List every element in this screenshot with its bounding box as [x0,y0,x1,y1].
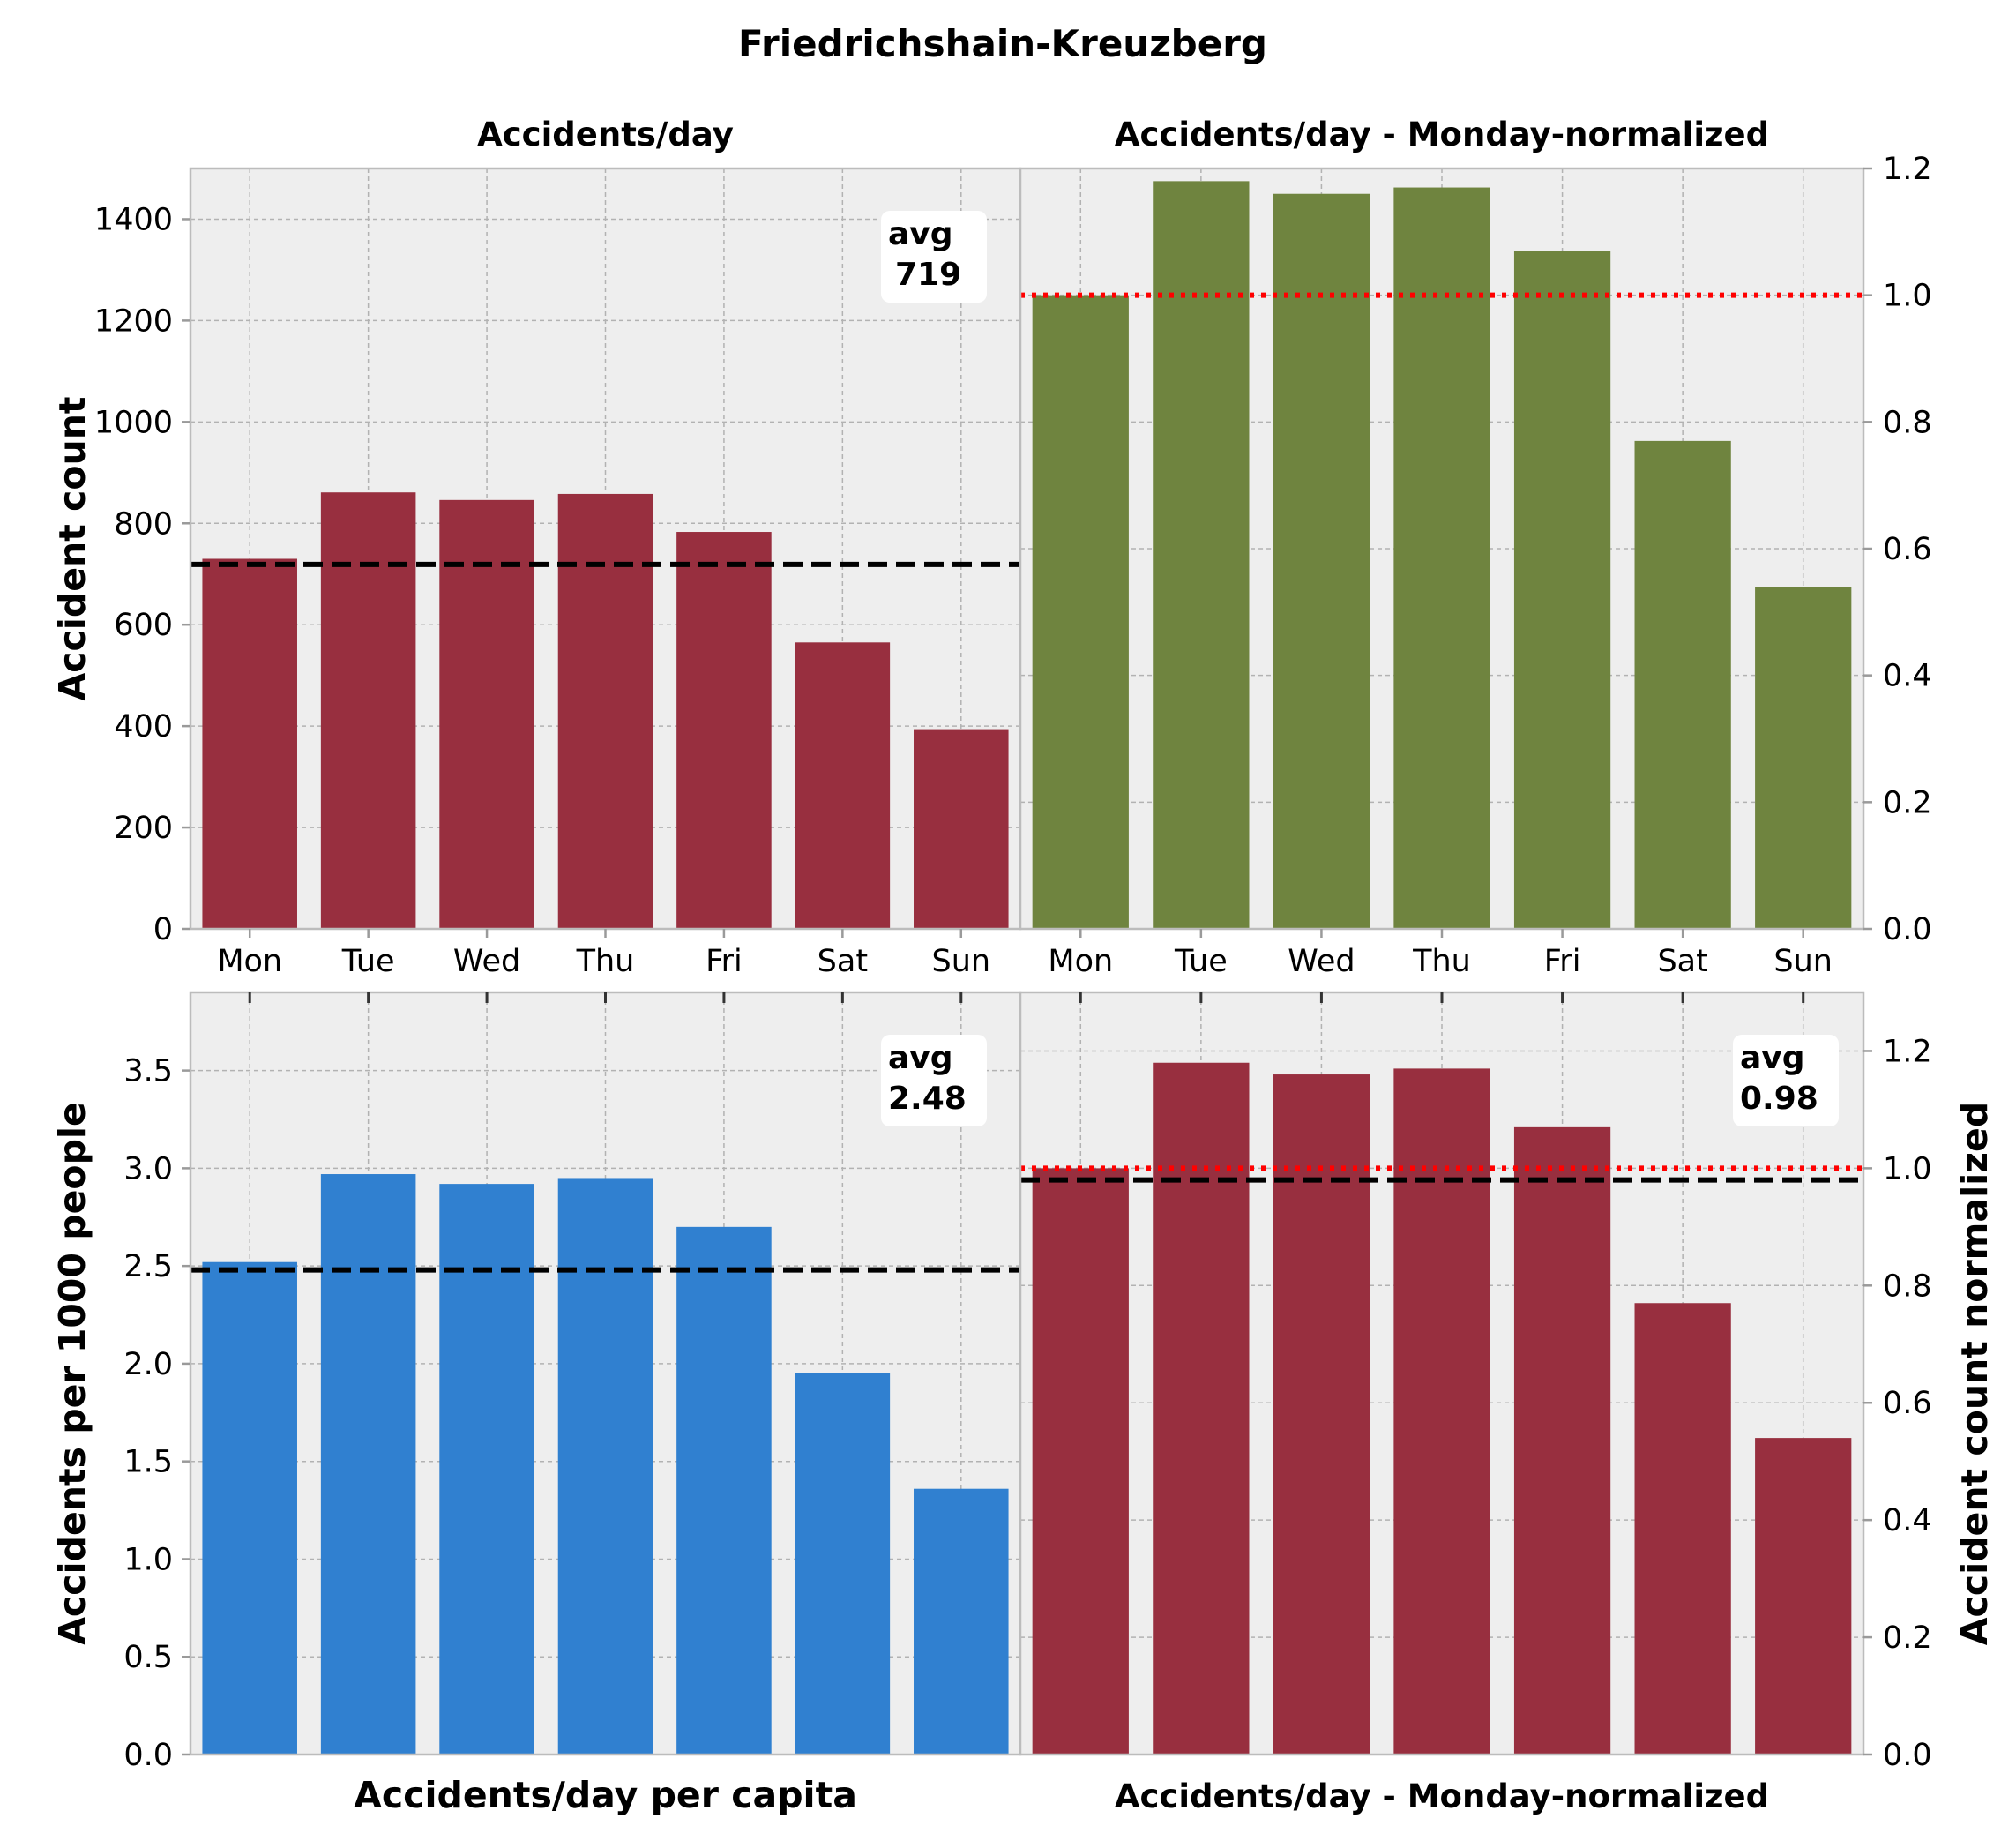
y-tick-label: 1.2 [1883,152,1932,187]
y-tick-label: 0.8 [1883,405,1932,440]
avg-box-label: avg [888,1040,953,1076]
bar-tue [1153,1062,1250,1755]
bar-tue [320,1174,416,1755]
y-tick-label: 0.6 [1883,532,1932,567]
bar-mon [1032,295,1129,930]
avg-box [881,211,987,303]
x-axis-label: Accidents/day per capita [354,1774,857,1816]
bar-sun [1755,1438,1852,1755]
bar-wed [1273,1074,1370,1755]
bar-sun [914,729,1009,929]
panel-tl: 0 200 400 600 800 1000 1200 1400 Mon Tue Wed Thu Fri… [51,116,1022,979]
panel-tr: 0.0 0.2 0.4 0.6 0.8 1.0 1.2 Mon Tue Wed Thu Fri Sat S… [1019,116,1932,979]
bar-mon [202,558,297,929]
bar-sun [1755,587,1852,929]
avg-box [1733,1035,1839,1126]
bar-fri [676,1226,772,1755]
bar-sat [1634,1303,1731,1755]
y-tick-label: 0.4 [1883,659,1932,694]
bar-thu [557,1178,653,1755]
y-tick-label: 0.2 [1883,1620,1932,1656]
y-tick-label: 0.0 [1883,912,1932,947]
x-tick-label: Tue [341,944,395,979]
bar-sat [795,1373,891,1755]
y-tick-label: 3.5 [123,1054,173,1089]
bar-mon [1032,1168,1129,1755]
y-tick-label: 1.0 [123,1542,173,1577]
x-tick-label: Wed [453,944,520,979]
x-tick-label: Thu [576,944,635,979]
x-tick-label: Tue [1174,944,1228,979]
bar-mon [202,1261,297,1755]
y-axis-label: Accidents per 1000 people [51,1102,93,1645]
y-tick-label: 0.0 [1883,1738,1932,1773]
bar-wed [439,499,534,929]
bar-tue [320,492,416,929]
bar-fri [676,532,772,929]
bar-thu [557,493,653,929]
x-tick-label: Thu [1412,944,1471,979]
panel-bl: 0.0 0.5 1.0 1.5 2.0 2.5 3.0 3.5 Accidents/day pe… [51,991,1022,1816]
y-tick-label: 0.8 [1883,1268,1932,1304]
y-tick-label: 800 [114,506,173,542]
y-tick-label: 1.2 [1883,1034,1932,1069]
y-axis-label: Accident count normalized [1953,1102,1996,1645]
y-tick-label: 2.0 [123,1347,173,1382]
y-tick-label: 1400 [94,202,173,237]
panel-title: Accidents/day - Monday-normalized [1115,116,1769,153]
avg-box-label: avg [1740,1040,1805,1076]
y-tick-label: 600 [114,608,173,643]
y-tick-label: 0.5 [123,1640,173,1675]
x-axis-label: Accidents/day - Monday-normalized [1115,1777,1769,1815]
x-tick-label: Sun [931,944,990,979]
y-tick-label: 0.2 [1883,785,1932,820]
y-axis-label: Accident count [51,396,93,700]
x-tick-label: Mon [217,944,282,979]
y-tick-label: 0.6 [1883,1386,1932,1421]
y-tick-label: 1.5 [123,1445,173,1480]
y-tick-label: 0.4 [1883,1503,1932,1538]
panel-title: Accidents/day [477,116,734,153]
bar-wed [439,1184,534,1755]
bar-fri [1513,1126,1611,1755]
bar-fri [1513,251,1611,930]
bar-sat [795,642,891,929]
bar-sun [914,1488,1009,1755]
x-tick-label: Sun [1773,944,1833,979]
avg-box-value: 0.98 [1740,1081,1818,1117]
bar-tue [1153,181,1250,929]
y-tick-label: 0.0 [123,1738,173,1773]
y-tick-label: 1200 [94,303,173,339]
x-tick-label: Sat [1657,944,1707,979]
x-tick-label: Mon [1048,944,1113,979]
y-tick-label: 1.0 [1883,1151,1932,1186]
bar-sat [1634,440,1731,930]
chart-panels: 0 200 400 600 800 1000 1200 1400 Mon Tue Wed Thu Fri… [51,116,1996,1816]
avg-box [881,1035,987,1126]
bar-thu [1393,187,1490,930]
y-tick-label: 1.0 [1883,279,1932,314]
y-tick-label: 3.0 [123,1151,173,1186]
figure-title: Friedrichshain-Kreuzberg [738,22,1267,65]
x-tick-label: Fri [1544,944,1581,979]
y-tick-label: 200 [114,811,173,846]
avg-box-label: avg [888,216,953,252]
bar-thu [1393,1068,1490,1755]
bar-wed [1273,193,1370,929]
avg-box-value: 719 [895,257,961,293]
y-tick-label: 1000 [94,405,173,440]
y-tick-label: 0 [153,912,173,947]
panel-br: 0.0 0.2 0.4 0.6 0.8 1.0 1.2 Accidents/day - Mon… [1019,991,1996,1815]
x-tick-label: Sat [818,944,868,979]
y-tick-label: 400 [114,709,173,745]
avg-box-value: 2.48 [888,1081,967,1117]
x-tick-label: Wed [1288,944,1355,979]
x-tick-label: Fri [706,944,743,979]
y-tick-label: 2.5 [123,1249,173,1284]
